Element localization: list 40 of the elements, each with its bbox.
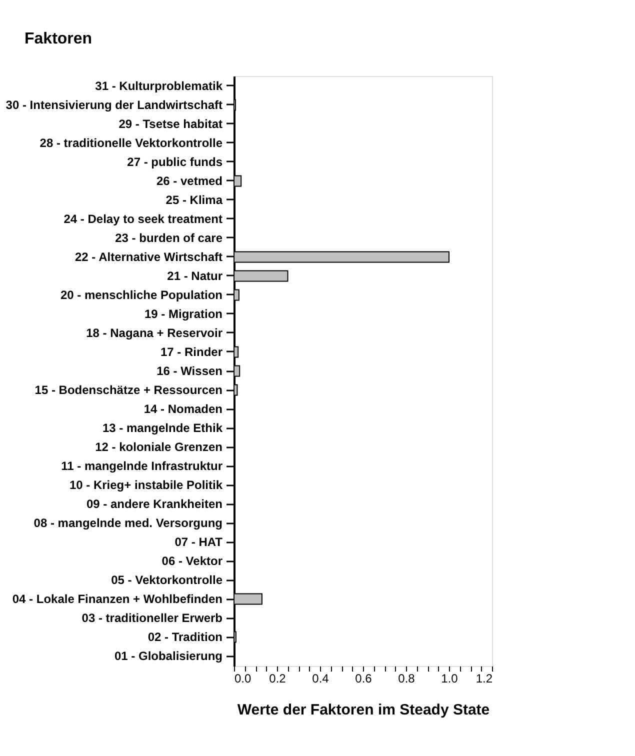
text: 0.0 (234, 672, 252, 686)
y-tick-label: 22 - Alternative Wirtschaft (75, 250, 222, 264)
y-tick-label: 30 - Intensivierung der Landwirtschaft (6, 98, 222, 112)
y-tick-label: 04 - Lokale Finanzen + Wohlbefinden (12, 592, 222, 606)
y-tick-label: 02 - Tradition (148, 630, 222, 644)
y-tick-label: 05 - Vektorkontrolle (111, 573, 223, 588)
x-tick-label: 0.8 (398, 672, 416, 686)
y-tick-label: 12 - koloniale Grenzen (95, 440, 222, 454)
y-tick-label: 10 - Krieg+ instabile Politik (69, 478, 223, 492)
y-tick-label: 31 - Kulturproblematik (95, 78, 223, 93)
y-tick-label: 21 - Natur (167, 268, 223, 283)
y-tick-label: 07 - HAT (174, 535, 224, 550)
y-tick-label: 18 - Nagana + Reservoir (86, 326, 223, 340)
y-tick-label: 20 - menschliche Population (60, 288, 222, 302)
y-tick-label: 08 - mangelnde med. Versorgung (34, 516, 222, 530)
y-tick-label: 11 - mangelnde Infrastruktur (61, 459, 223, 474)
x-tick-label: 0.4 (312, 672, 330, 686)
y-tick-label: 14 - Nomaden (144, 402, 222, 416)
y-tick-label: 17 - Rinder (160, 345, 223, 359)
y-tick-label: 24 - Delay to seek treatment (64, 212, 222, 226)
y-axis-title: Faktoren (24, 30, 92, 48)
y-tick-label: 15 - Bodenschätze + Ressourcen (34, 383, 222, 397)
x-tick-label: 0.6 (355, 672, 372, 686)
y-tick-label: 03 - traditioneller Erwerb (82, 611, 222, 626)
y-tick-label: 27 - public funds (127, 154, 223, 169)
x-tick-label: 1.0 (441, 672, 458, 686)
y-tick-label: 29 - Tsetse habitat (118, 116, 222, 131)
y-tick-label: 26 - vetmed (156, 174, 222, 188)
y-tick-label: 16 - Wissen (156, 364, 222, 378)
y-tick-label: 06 - Vektor (162, 554, 223, 568)
y-tick-label: 13 - mangelnde Ethik (102, 421, 223, 436)
x-axis-title: Werte der Faktoren im Steady State (237, 702, 490, 718)
y-tick-label: 09 - andere Krankheiten (86, 497, 222, 512)
y-tick-label: 19 - Migration (144, 306, 222, 321)
y-tick-label: 25 - Klima (166, 192, 223, 207)
y-tick-label: 01 - Globalisierung (114, 649, 222, 664)
y-tick-label: 28 - traditionelle Vektorkontrolle (40, 136, 223, 150)
x-tick-label: 0.2 (269, 672, 286, 686)
x-tick-label: 1.2 (476, 672, 493, 686)
y-tick-label: 23 - burden of care (115, 230, 223, 245)
